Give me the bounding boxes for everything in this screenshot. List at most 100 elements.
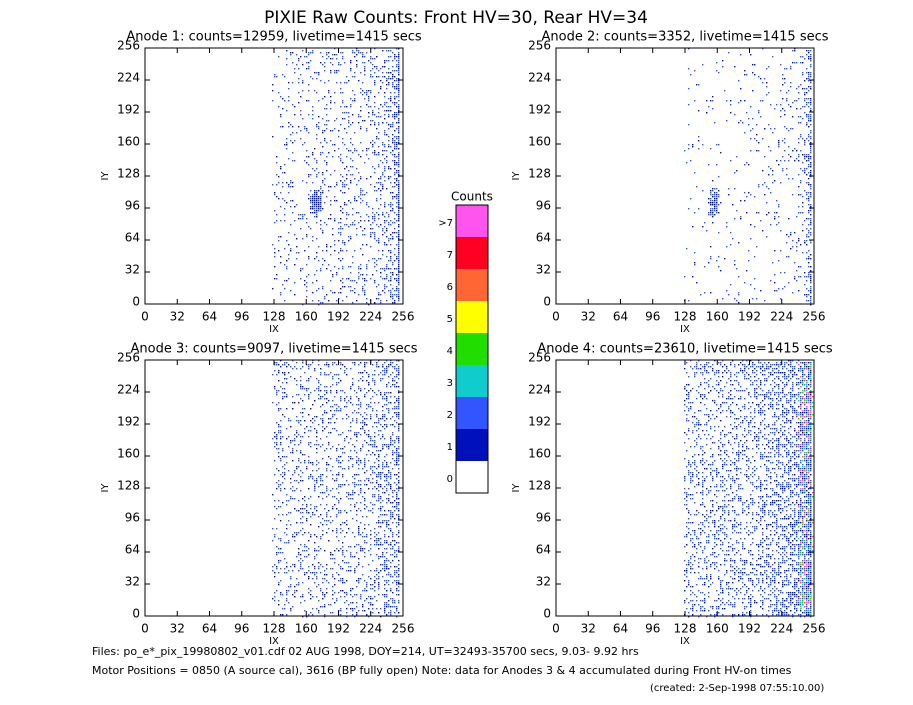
footer-files: Files: po_e*_pix_19980802_v01.cdf 02 AUG… — [92, 645, 639, 658]
panel-title: Anode 1: counts=12959, livetime=1415 sec… — [126, 30, 422, 45]
y-tick-label: 64 — [125, 543, 140, 557]
y-tick-label: 192 — [117, 103, 140, 117]
y-tick-label: 224 — [528, 383, 551, 397]
plot-frame — [144, 47, 404, 305]
y-tick-label: 192 — [528, 103, 551, 117]
y-tick-label: 192 — [528, 415, 551, 429]
y-axis-label: IY — [511, 171, 522, 181]
x-tick-label: 96 — [234, 310, 249, 324]
y-tick-label: 32 — [536, 575, 551, 589]
count-texture — [684, 48, 812, 306]
y-tick-label: 32 — [536, 263, 551, 277]
x-tick-label: 64 — [613, 622, 628, 636]
x-tick-label: 128 — [263, 622, 286, 636]
count-texture — [272, 360, 400, 618]
y-tick-label: 96 — [536, 511, 551, 525]
colorbar-frame — [455, 204, 489, 494]
colorbar-label: 0 — [447, 474, 453, 485]
y-tick-label: 96 — [125, 511, 140, 525]
colorbar-label: 2 — [447, 410, 453, 421]
colorbar-label: 4 — [447, 346, 453, 357]
footer-created: (created: 2-Sep-1998 07:55:10.00) — [650, 683, 824, 694]
x-tick-label: 0 — [552, 310, 560, 324]
colorbar-label: 1 — [447, 442, 453, 453]
x-axis-label: IX — [680, 636, 690, 647]
y-tick-label: 256 — [117, 39, 140, 53]
y-tick-label: 0 — [132, 607, 140, 621]
y-tick-label: 0 — [543, 607, 551, 621]
color-box — [456, 333, 488, 365]
y-tick-label: 160 — [528, 447, 551, 461]
panel-title: Anode 2: counts=3352, livetime=1415 secs — [541, 30, 828, 45]
x-tick-label: 160 — [706, 622, 729, 636]
y-axis-label: IY — [100, 483, 111, 493]
x-tick-label: 160 — [706, 310, 729, 324]
y-tick-label: 0 — [543, 295, 551, 309]
y-tick-label: 192 — [117, 415, 140, 429]
panel-title: Anode 4: counts=23610, livetime=1415 sec… — [537, 342, 833, 357]
x-tick-label: 32 — [581, 622, 596, 636]
x-tick-label: 96 — [234, 622, 249, 636]
x-tick-label: 0 — [141, 310, 149, 324]
colorbar-label: 6 — [447, 282, 453, 293]
x-tick-label: 192 — [327, 310, 350, 324]
x-axis-label: IX — [269, 636, 279, 647]
x-tick-label: 96 — [645, 310, 660, 324]
x-tick-label: 64 — [202, 310, 217, 324]
color-box — [456, 301, 488, 333]
y-tick-label: 224 — [117, 383, 140, 397]
y-tick-label: 160 — [117, 447, 140, 461]
count-texture — [684, 48, 812, 306]
colorbar-title: Counts — [451, 190, 493, 204]
y-tick-label: 128 — [528, 167, 551, 181]
x-tick-label: 32 — [170, 310, 185, 324]
x-tick-label: 256 — [392, 310, 415, 324]
x-tick-label: 192 — [738, 622, 761, 636]
y-tick-label: 64 — [536, 543, 551, 557]
x-tick-label: 64 — [613, 310, 628, 324]
x-tick-label: 224 — [770, 622, 793, 636]
color-box — [456, 461, 488, 493]
x-tick-label: 32 — [170, 622, 185, 636]
y-tick-label: 256 — [528, 351, 551, 365]
y-tick-label: 64 — [125, 231, 140, 245]
footer-motor: Motor Positions = 0850 (A source cal), 3… — [92, 664, 792, 677]
x-tick-label: 192 — [738, 310, 761, 324]
x-tick-label: 32 — [581, 310, 596, 324]
y-tick-label: 96 — [536, 199, 551, 213]
y-tick-label: 224 — [528, 71, 551, 85]
colorbar-label: 5 — [447, 314, 453, 325]
x-tick-label: 224 — [359, 622, 382, 636]
x-tick-label: 160 — [295, 310, 318, 324]
y-tick-label: 224 — [117, 71, 140, 85]
y-tick-label: 32 — [125, 263, 140, 277]
y-axis-label: IY — [100, 171, 111, 181]
color-box — [456, 237, 488, 269]
x-tick-label: 256 — [392, 622, 415, 636]
x-tick-label: 224 — [770, 310, 793, 324]
y-tick-label: 256 — [528, 39, 551, 53]
y-tick-label: 256 — [117, 351, 140, 365]
y-tick-label: 64 — [536, 231, 551, 245]
y-tick-label: 32 — [125, 575, 140, 589]
y-tick-label: 128 — [117, 167, 140, 181]
x-axis-label: IX — [680, 324, 690, 335]
plot-frame — [144, 359, 404, 617]
x-tick-label: 64 — [202, 622, 217, 636]
x-tick-label: 128 — [263, 310, 286, 324]
colorbar-label: 7 — [447, 250, 453, 261]
colorbar-label: 3 — [447, 378, 453, 389]
x-tick-label: 128 — [674, 310, 697, 324]
y-tick-label: 128 — [117, 479, 140, 493]
x-tick-label: 128 — [674, 622, 697, 636]
y-axis-label: IY — [511, 483, 522, 493]
color-box — [456, 429, 488, 461]
y-tick-label: 160 — [528, 135, 551, 149]
page-title: PIXIE Raw Counts: Front HV=30, Rear HV=3… — [264, 8, 648, 28]
y-tick-label: 0 — [132, 295, 140, 309]
panel-title: Anode 3: counts=9097, livetime=1415 secs — [130, 342, 417, 357]
x-tick-label: 256 — [803, 310, 826, 324]
x-tick-label: 0 — [141, 622, 149, 636]
color-box — [456, 269, 488, 301]
